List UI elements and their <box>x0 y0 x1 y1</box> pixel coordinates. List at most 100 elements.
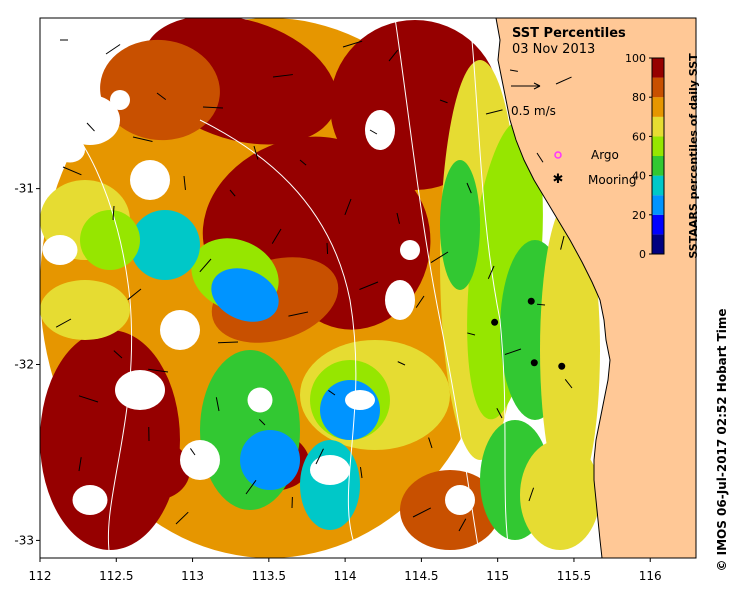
mooring-markers <box>491 297 566 370</box>
land-mass <box>495 18 696 558</box>
current-vector <box>215 397 220 412</box>
no-data-gap <box>247 387 273 413</box>
no-data-gap <box>400 240 420 260</box>
sst-region <box>211 268 279 322</box>
sst-region <box>120 440 190 500</box>
sst-region <box>40 280 130 340</box>
contour-line <box>394 18 481 558</box>
current-vector <box>202 106 223 109</box>
current-vector <box>430 251 449 264</box>
arrow-icon <box>533 82 541 90</box>
current-vector <box>229 189 236 197</box>
colorbar-segment <box>652 116 664 137</box>
current-vector <box>245 479 257 495</box>
map-date: 03 Nov 2013 <box>512 42 595 57</box>
sst-region <box>440 160 480 290</box>
current-vector <box>113 350 123 359</box>
contour-line <box>40 99 133 558</box>
colorbar-ticks: 0 20 40 60 80 100 <box>625 52 652 261</box>
current-vector <box>78 457 82 472</box>
sst-region <box>240 430 300 490</box>
current-vector <box>190 448 196 456</box>
colorbar-label: SSTAARS percentiles of daily SST <box>687 53 700 259</box>
current-vector <box>428 437 433 449</box>
sst-region <box>520 440 600 550</box>
y-tick-label: -31 <box>14 182 34 196</box>
current-vector <box>388 49 399 62</box>
y-tick-label: -32 <box>14 358 34 372</box>
sst-region <box>80 210 140 270</box>
x-tick-label: 112 <box>29 569 52 583</box>
no-data-gap <box>310 455 350 485</box>
mooring-point <box>527 297 535 305</box>
current-vector <box>397 361 406 366</box>
current-vector <box>112 205 115 221</box>
mooring-point <box>558 362 566 370</box>
no-data-gap <box>345 390 375 410</box>
map-area <box>40 18 696 558</box>
no-data-gap <box>110 90 130 110</box>
x-tick-label: 116 <box>639 569 662 583</box>
current-vector <box>78 395 99 403</box>
current-vector <box>412 507 432 518</box>
current-vector <box>359 467 363 479</box>
colorbar-segments <box>652 58 664 254</box>
colorbar-segment <box>652 156 664 176</box>
current-vector <box>485 109 503 115</box>
current-vector <box>288 311 309 317</box>
mooring-point <box>530 359 538 367</box>
sst-region <box>540 200 600 500</box>
current-vector <box>396 212 400 224</box>
colorbar-tick-label: 0 <box>639 248 646 261</box>
current-vector <box>564 379 573 389</box>
current-vector <box>86 122 95 132</box>
no-data-gap <box>55 137 85 163</box>
mooring-marker-icon: ✱ <box>553 172 564 187</box>
x-tick-label: 114 <box>334 569 357 583</box>
current-vector <box>328 390 336 396</box>
current-vector <box>458 518 467 532</box>
current-vector <box>496 408 503 419</box>
no-data-gap <box>72 485 108 515</box>
no-data-gap <box>180 440 220 480</box>
mooring-point <box>491 318 499 326</box>
colorbar-tick-label: 20 <box>632 209 646 222</box>
sst-region <box>100 39 220 141</box>
current-vector <box>315 448 324 465</box>
current-vector <box>183 175 186 190</box>
map-title: SST Percentiles <box>512 26 626 41</box>
current-vector <box>175 511 189 525</box>
x-tick-label: 112.5 <box>99 569 133 583</box>
colorbar-tick-label: 80 <box>632 91 646 104</box>
x-axis: 112 112.5 113 113.5 114 114.5 115 115.5 116 <box>29 558 662 583</box>
current-vector <box>127 288 142 301</box>
contour-line <box>199 119 361 558</box>
vector-scale-label: 0.5 m/s <box>511 104 556 118</box>
colorbar-segment <box>652 77 664 98</box>
no-data-gap <box>42 235 78 265</box>
map-legend: Argo ✱ Mooring <box>553 148 637 187</box>
current-vectors <box>55 39 573 532</box>
current-vector <box>156 92 167 101</box>
no-data-gap <box>445 485 475 515</box>
x-tick-label: 114.5 <box>404 569 438 583</box>
argo-marker-icon <box>554 151 562 159</box>
current-vector <box>271 228 282 244</box>
colorbar-segment <box>652 214 664 235</box>
credit-text: © IMOS 06-Jul-2017 02:52 Hobart Time <box>715 308 729 571</box>
current-vector <box>528 487 535 502</box>
vector-scale: 0.5 m/s <box>511 82 556 118</box>
colorbar-segment <box>652 234 664 254</box>
legend-mooring-label: Mooring <box>588 173 637 187</box>
current-vector <box>258 418 266 426</box>
sst-field <box>40 18 600 558</box>
x-tick-label: 115 <box>486 569 509 583</box>
current-vector <box>509 69 518 72</box>
x-tick-label: 113.5 <box>252 569 286 583</box>
current-vector <box>536 303 546 306</box>
current-vector <box>536 152 544 163</box>
current-vector <box>326 242 329 255</box>
contour-line <box>469 18 511 558</box>
no-data-gap <box>385 280 415 320</box>
